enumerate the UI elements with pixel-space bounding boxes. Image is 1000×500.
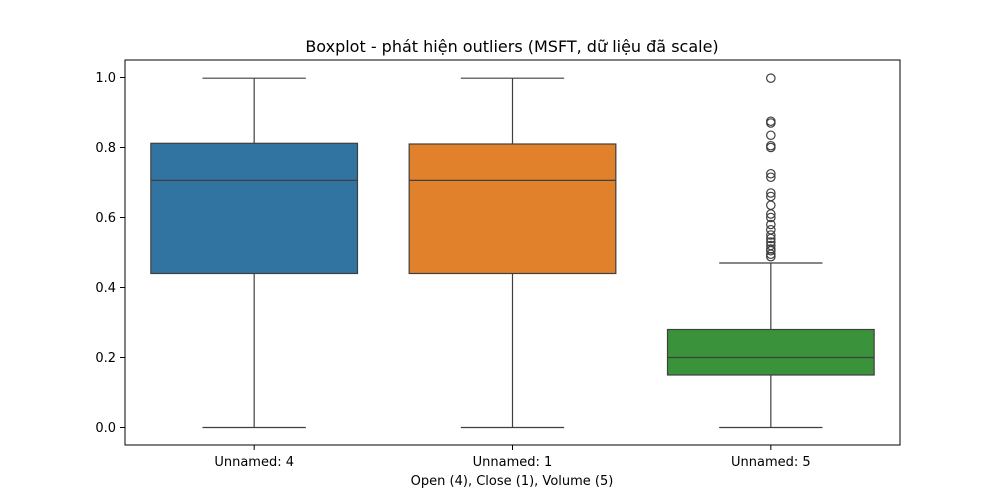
box-group — [666, 73, 875, 429]
outlier-point — [766, 168, 776, 179]
box-body — [150, 142, 359, 275]
outlier-point — [766, 212, 776, 223]
outlier-point — [766, 188, 776, 198]
x-axis-label: Open (4), Close (1), Volume (5) — [411, 474, 614, 489]
y-tick-label: 0.4 — [95, 281, 116, 296]
chart-title: Boxplot - phát hiện outliers (MSFT, dữ l… — [305, 37, 718, 56]
x-tick-label: Unnamed: 1 — [473, 455, 553, 470]
y-tick-label: 1.0 — [95, 71, 116, 86]
outlier-point — [766, 172, 776, 183]
outlier-point — [766, 191, 776, 202]
y-tick-label: 0.2 — [95, 351, 116, 366]
y-tick-label: 0.0 — [95, 421, 116, 436]
outlier-point — [766, 73, 776, 83]
box-body — [666, 328, 875, 376]
y-tick-label: 0.6 — [95, 211, 116, 226]
outlier-point — [766, 224, 776, 235]
box-group — [408, 77, 617, 429]
outlier-point — [766, 237, 776, 247]
outlier-point — [766, 200, 776, 211]
x-tick-label: Unnamed: 4 — [214, 455, 294, 470]
y-tick-label: 0.8 — [95, 141, 116, 156]
outlier-point — [766, 130, 776, 141]
outlier-point — [766, 116, 776, 127]
outlier-point — [766, 240, 776, 251]
outlier-point — [766, 244, 776, 254]
outlier-point — [766, 251, 776, 262]
plot-area — [150, 73, 875, 429]
box-body — [408, 143, 617, 275]
outlier-point — [766, 140, 776, 151]
axes: 0.0 0.2 0.4 0.6 0.8 1.0 Unnamed: 4 Unnamed: 1 Un… — [95, 71, 810, 470]
outlier-point — [766, 230, 776, 240]
box-group — [150, 77, 359, 429]
x-tick-label: Unnamed: 5 — [731, 455, 811, 470]
outlier-point — [766, 219, 776, 230]
